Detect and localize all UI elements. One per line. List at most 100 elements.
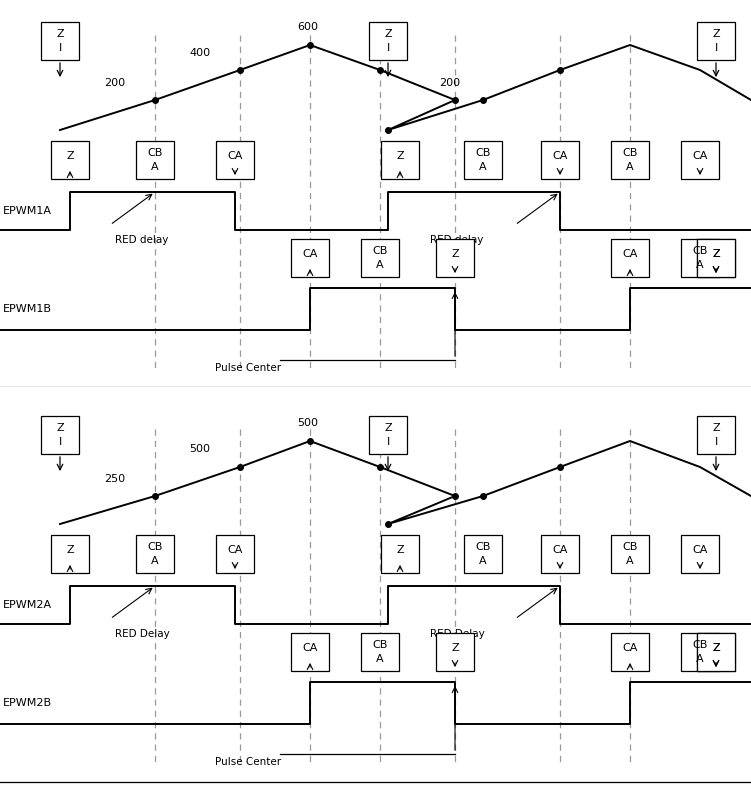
Bar	[697, 416, 735, 454]
Bar	[681, 535, 719, 573]
Bar	[291, 633, 329, 671]
Text: Z: Z	[397, 151, 404, 161]
Text: RED Delay: RED Delay	[115, 629, 170, 639]
Text: 500: 500	[297, 418, 318, 428]
Bar	[697, 633, 735, 671]
Text: RED Delay: RED Delay	[430, 629, 484, 639]
Text: A: A	[626, 162, 634, 172]
Text: Z: Z	[385, 423, 392, 433]
Text: Z: Z	[712, 423, 719, 433]
Text: 200: 200	[439, 78, 460, 88]
Text: A: A	[696, 260, 704, 270]
Bar	[436, 633, 474, 671]
Bar	[611, 141, 649, 179]
Bar	[611, 633, 649, 671]
Text: CB: CB	[147, 542, 163, 552]
Text: Pulse Center: Pulse Center	[215, 363, 281, 373]
Text: Z: Z	[66, 545, 74, 555]
Text: CB: CB	[692, 640, 707, 650]
Text: CA: CA	[552, 545, 568, 555]
Bar	[611, 535, 649, 573]
Text: EPWM2B: EPWM2B	[3, 698, 52, 708]
Bar	[51, 141, 89, 179]
Bar	[611, 239, 649, 277]
Text: Z: Z	[66, 151, 74, 161]
Text: Z: Z	[712, 29, 719, 39]
Text: 250: 250	[385, 444, 406, 454]
Text: CA: CA	[303, 249, 318, 259]
Text: I: I	[386, 437, 390, 447]
Bar	[41, 416, 79, 454]
Text: CB: CB	[623, 542, 638, 552]
Bar	[136, 141, 174, 179]
Text: Z: Z	[712, 643, 719, 653]
Text: CB: CB	[372, 246, 388, 256]
Text: I: I	[59, 437, 62, 447]
Text: CB: CB	[147, 148, 163, 158]
Text: EPWM1B: EPWM1B	[3, 304, 52, 314]
Text: Z: Z	[712, 249, 719, 259]
Text: EPWM2A: EPWM2A	[3, 600, 52, 610]
Bar	[381, 535, 419, 573]
Text: I: I	[59, 43, 62, 53]
Bar	[369, 22, 407, 60]
Bar	[541, 141, 579, 179]
Text: A: A	[151, 162, 158, 172]
Bar	[51, 535, 89, 573]
Text: CB: CB	[475, 148, 490, 158]
Bar	[136, 535, 174, 573]
Bar	[697, 22, 735, 60]
Text: CA: CA	[692, 545, 707, 555]
Text: 250: 250	[104, 474, 125, 484]
Text: I: I	[386, 43, 390, 53]
Text: Z: Z	[56, 29, 64, 39]
Bar	[436, 239, 474, 277]
Bar	[681, 633, 719, 671]
Bar	[697, 239, 735, 277]
Text: Z: Z	[397, 545, 404, 555]
Text: A: A	[151, 556, 158, 566]
Text: CA: CA	[303, 643, 318, 653]
Bar	[541, 535, 579, 573]
Text: Z: Z	[56, 423, 64, 433]
Text: I: I	[714, 437, 718, 447]
Text: Z: Z	[385, 29, 392, 39]
Bar	[681, 239, 719, 277]
Text: Z: Z	[712, 249, 719, 259]
Text: CA: CA	[228, 151, 243, 161]
Bar	[216, 535, 254, 573]
Text: Z: Z	[712, 643, 719, 653]
Text: A: A	[479, 556, 487, 566]
Text: CA: CA	[623, 643, 638, 653]
Text: 400: 400	[189, 48, 210, 58]
Text: Pulse Center: Pulse Center	[215, 757, 281, 767]
Text: 400: 400	[385, 48, 406, 58]
Text: A: A	[696, 654, 704, 664]
Text: A: A	[376, 654, 384, 664]
Text: CB: CB	[692, 246, 707, 256]
Bar	[361, 239, 399, 277]
Text: CB: CB	[372, 640, 388, 650]
Bar	[697, 239, 735, 277]
Text: A: A	[376, 260, 384, 270]
Text: CA: CA	[623, 249, 638, 259]
Bar	[291, 239, 329, 277]
Text: CB: CB	[623, 148, 638, 158]
Bar	[681, 141, 719, 179]
Text: Z: Z	[451, 249, 459, 259]
Bar	[361, 633, 399, 671]
Bar	[41, 22, 79, 60]
Text: CB: CB	[475, 542, 490, 552]
Bar	[697, 633, 735, 671]
Text: A: A	[626, 556, 634, 566]
Text: 500: 500	[189, 444, 210, 454]
Text: RED delay: RED delay	[430, 235, 484, 245]
Bar	[369, 416, 407, 454]
Text: CA: CA	[552, 151, 568, 161]
Bar	[464, 141, 502, 179]
Text: CA: CA	[228, 545, 243, 555]
Text: A: A	[479, 162, 487, 172]
Text: I: I	[714, 43, 718, 53]
Text: 600: 600	[297, 22, 318, 32]
Bar	[381, 141, 419, 179]
